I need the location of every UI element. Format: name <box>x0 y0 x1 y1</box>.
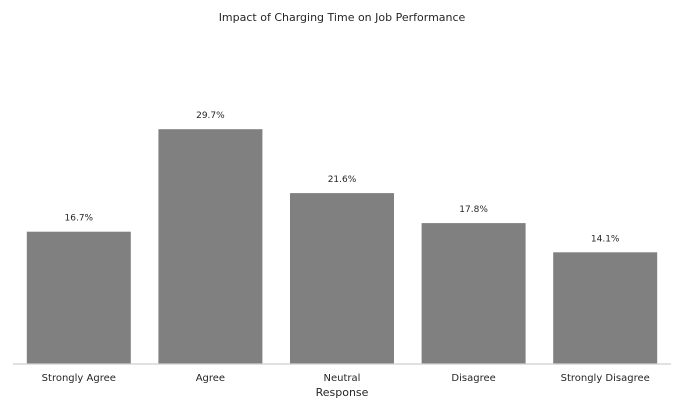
bars-group <box>26 129 658 364</box>
chart-title: Impact of Charging Time on Job Performan… <box>219 11 466 24</box>
x-tick-label: Strongly Agree <box>42 373 116 384</box>
x-tick-labels-group: Strongly Agree Agree Neutral Disagree Strong… <box>42 373 650 384</box>
data-labels-group: 16.7% 29.7% 21.6% 17.8% 14.1% <box>65 111 620 244</box>
data-label: 14.1% <box>591 234 620 244</box>
data-label: 16.7% <box>65 214 94 224</box>
x-tick-label: Disagree <box>451 373 495 384</box>
data-label: 21.6% <box>328 175 357 185</box>
bar-strongly-disagree <box>553 252 658 364</box>
data-label: 17.8% <box>459 205 488 215</box>
x-tick-label: Agree <box>196 373 225 384</box>
x-tick-label: Neutral <box>324 373 361 384</box>
bar-strongly-agree <box>26 231 131 364</box>
data-label: 29.7% <box>196 111 225 121</box>
x-tick-label: Strongly Disagree <box>561 373 650 384</box>
bar-agree <box>158 129 263 364</box>
bar-neutral <box>290 193 394 364</box>
bar-disagree <box>421 223 526 364</box>
x-axis-label: Response <box>316 386 369 399</box>
